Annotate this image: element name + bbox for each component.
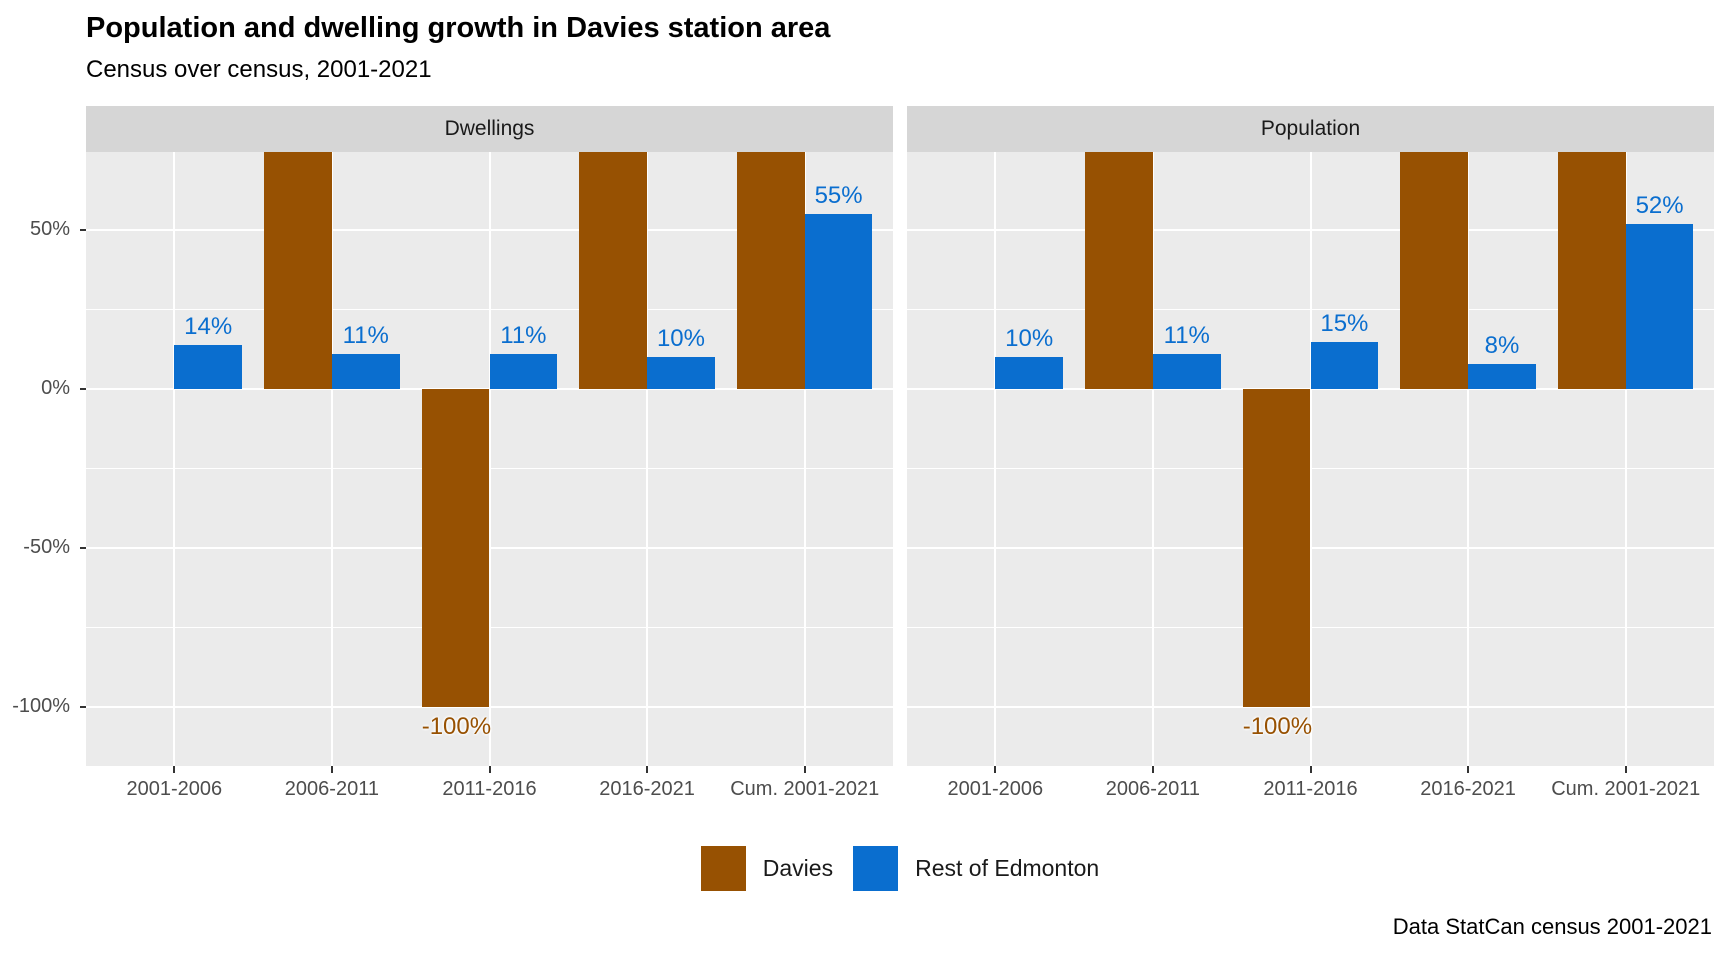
bar-value-label: 10% [1005,325,1054,353]
y-tick-mark [80,547,86,550]
legend: Davies Rest of Edmonton [86,843,1714,893]
bar-value-label: 14% [184,312,233,340]
bar-davies [1242,389,1311,708]
chart-subtitle: Census over census, 2001-2021 [86,56,432,83]
x-tick-mark [1467,766,1470,773]
bar-rest-of-edmonton [804,214,873,390]
x-tick-mark [994,766,997,773]
x-tick-label: 2016-2021 [1420,778,1516,800]
legend-swatch [700,845,746,891]
gridline-vertical [330,152,333,766]
x-tick-mark [1309,766,1312,773]
bar-value-label: 8% [1484,331,1520,359]
bar-davies [264,152,332,390]
x-tick-label: Cum. 2001-2021 [1551,778,1701,800]
bar-value-label: 11% [1163,322,1210,350]
facet-population: Population -100% 10% 11% 15% 8% 52% 2001-2006 20… [907,106,1714,800]
gridline-vertical [646,152,649,766]
plot-panel: -100% 14% 11% 11% 10% 55% [86,152,893,766]
y-tick-label: 50% [29,218,70,241]
x-tick-mark [173,766,176,773]
gridline-vertical [803,152,806,766]
x-tick-label: 2011-2016 [1263,778,1358,800]
legend-label: Davies [762,854,834,881]
plot-panel: -100% 10% 11% 15% 8% 52% [907,152,1714,766]
x-tick-mark [488,766,491,773]
y-tick-label: -50% [23,536,70,559]
bar-rest-of-edmonton [1152,354,1221,390]
bar-davies [736,152,805,390]
bar-rest-of-edmonton [995,357,1064,390]
bar-rest-of-edmonton [647,357,715,390]
legend-swatch [853,845,899,891]
x-tick-mark [330,766,333,773]
caption: Data StatCan census 2001-2021 [1392,914,1712,939]
bar-value-label: 55% [814,182,863,210]
x-tick-label: 2001-2006 [947,778,1044,800]
x-tick-mark [1624,766,1627,773]
bar-value-label: -100% [1242,713,1313,741]
gridline-vertical [173,152,176,766]
y-tick-mark [80,229,86,232]
bar-value-label: 52% [1635,191,1684,219]
bar-value-label: -100% [421,713,492,741]
facet-panels: Dwellings -100% 14% 11% 11% 10% 55% 2001-2006 20… [86,106,1714,806]
bar-value-label: 15% [1320,309,1369,337]
facet-strip-label: Dwellings [444,117,535,140]
gridline-vertical [1624,152,1627,766]
legend-item-davies: Davies [700,845,834,891]
bar-rest-of-edmonton [1310,341,1379,390]
x-tick-mark [646,766,649,773]
x-tick-mark [803,766,806,773]
facet-dwellings: Dwellings -100% 14% 11% 11% 10% 55% 2001-2006 20… [86,106,893,800]
gridline-vertical [1467,152,1470,766]
bar-rest-of-edmonton [489,354,558,390]
facet-strip-label: Population [1260,117,1361,140]
x-tick-label: 2016-2021 [599,778,695,800]
y-tick-mark [80,706,86,709]
bar-davies [1557,152,1626,390]
bar-value-label: 11% [342,322,389,350]
facet-strip: Dwellings [86,106,893,152]
x-tick-label: 2006-2011 [284,778,379,800]
bar-rest-of-edmonton [174,344,243,390]
bar-davies [1085,152,1153,390]
x-tick-mark [1151,766,1154,773]
legend-item-rest-of-edmonton: Rest of Edmonton [853,845,1100,891]
bar-davies [421,389,490,708]
gridline-vertical [488,152,491,766]
y-tick-label: -100% [12,695,70,718]
chart-title: Population and dwelling growth in Davies… [86,12,831,44]
x-tick-label: 2001-2006 [126,778,223,800]
gridline-vertical [1309,152,1312,766]
facet-strip: Population [907,106,1714,152]
legend-label: Rest of Edmonton [915,854,1100,881]
x-tick-label: 2011-2016 [442,778,537,800]
y-tick-mark [80,388,86,391]
y-axis: 50% 0% -50% -100% [0,106,86,766]
bar-value-label: 10% [656,325,705,353]
bar-rest-of-edmonton [331,354,400,390]
y-tick-label: 0% [41,377,70,400]
bar-rest-of-edmonton [1468,363,1536,390]
bar-rest-of-edmonton [1625,223,1694,390]
bar-davies [1400,152,1469,390]
x-tick-label: 2006-2011 [1105,778,1200,800]
gridline-vertical [1151,152,1154,766]
x-tick-label: Cum. 2001-2021 [730,778,880,800]
bar-value-label: 11% [500,322,547,350]
bar-davies [579,152,648,390]
gridline-vertical [994,152,997,766]
